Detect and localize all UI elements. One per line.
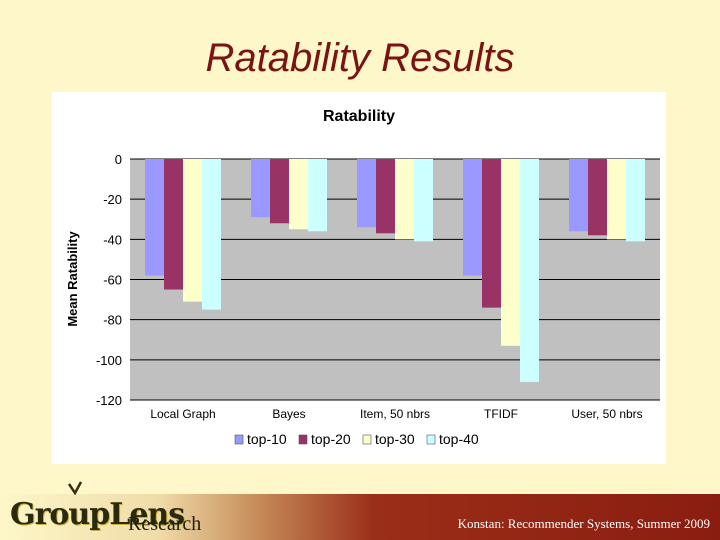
x-tick-label: User, 50 nbrs [571, 407, 642, 421]
legend-swatch [298, 434, 308, 445]
bar-top-10-2 [357, 159, 376, 228]
bar-top-20-1 [270, 159, 289, 224]
x-tick-label: Local Graph [150, 407, 215, 421]
bar-top-20-4 [588, 159, 607, 236]
bar-top-30-0 [183, 159, 202, 302]
bar-top-20-3 [482, 159, 501, 308]
legend-label: top-20 [311, 431, 351, 447]
slide-title: Ratability Results [205, 36, 515, 80]
y-tick-label: -20 [103, 192, 122, 207]
bar-top-40-1 [308, 159, 327, 232]
bar-top-30-4 [607, 159, 626, 240]
bar-top-10-4 [569, 159, 588, 232]
bar-top-10-1 [251, 159, 270, 218]
bar-top-40-2 [414, 159, 433, 242]
bar-top-10-0 [145, 159, 164, 276]
y-tick-label: -120 [96, 393, 122, 408]
y-tick-label: -100 [96, 353, 122, 368]
bar-top-30-2 [395, 159, 414, 240]
chart-title: Ratability [323, 108, 395, 125]
bar-top-20-0 [164, 159, 183, 290]
y-tick-label: -80 [103, 313, 122, 328]
y-tick-label: -40 [103, 232, 122, 247]
legend-swatch [362, 434, 372, 445]
y-axis-label: Mean Ratability [65, 231, 80, 327]
bar-top-30-1 [289, 159, 308, 230]
bar-top-40-4 [626, 159, 645, 242]
x-tick-label: Item, 50 nbrs [360, 407, 430, 421]
footer-caption: Konstan: Recommender Systems, Summer 200… [457, 516, 710, 531]
legend-label: top-30 [375, 431, 415, 447]
footer-band [0, 494, 720, 540]
logo-check-icon [68, 481, 82, 495]
bar-top-10-3 [463, 159, 482, 276]
bar-top-40-3 [520, 159, 539, 382]
legend-label: top-40 [439, 431, 479, 447]
chart-panel: Ratability Mean Ratability 0 -20 -40 -60 -80… [52, 92, 666, 464]
bar-top-20-2 [376, 159, 395, 234]
bar-top-40-0 [202, 159, 221, 310]
legend-label: top-10 [247, 431, 287, 447]
y-tick-label: 0 [115, 152, 122, 167]
logo-main-text: GroupLens [10, 497, 185, 532]
x-tick-label: TFIDF [484, 407, 518, 421]
bar-top-30-3 [501, 159, 520, 346]
legend-swatch [234, 434, 244, 445]
x-tick-label: Bayes [272, 407, 305, 421]
logo-sub-text: Research [128, 513, 202, 535]
y-tick-label: -60 [103, 273, 122, 288]
legend-swatch [426, 434, 436, 445]
grouplens-logo: GroupLens Research [6, 481, 226, 539]
ratability-chart: Ratability Mean Ratability 0 -20 -40 -60 -80… [65, 108, 660, 447]
